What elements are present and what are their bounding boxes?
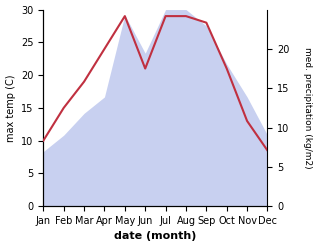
X-axis label: date (month): date (month)	[114, 231, 197, 242]
Y-axis label: med. precipitation (kg/m2): med. precipitation (kg/m2)	[303, 47, 313, 169]
Y-axis label: max temp (C): max temp (C)	[5, 74, 16, 142]
